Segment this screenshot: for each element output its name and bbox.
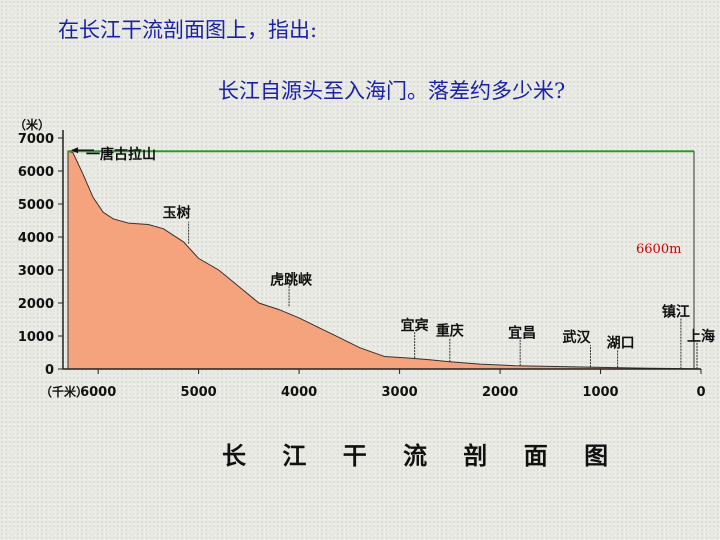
place-label: 玉树 <box>163 205 191 222</box>
question-line-1: 在长江干流剖面图上，指出: <box>58 18 318 42</box>
place-label: 湖口 <box>607 336 635 352</box>
x-tick-label: 4000 <box>281 385 317 400</box>
y-tick-label: 2000 <box>18 297 54 312</box>
place-label: 宜宾 <box>401 317 429 334</box>
x-ticks: 6000 5000 4000 3000 2000 1000 0 <box>80 369 706 400</box>
x-tick-label: 6000 <box>80 385 116 400</box>
profile-area <box>67 150 702 370</box>
place-label: 镇江 <box>662 304 690 321</box>
place-label: 一唐古拉山 <box>86 146 156 163</box>
x-axis-unit-label: （千米） <box>40 384 88 399</box>
x-tick-label: 1000 <box>582 385 618 400</box>
source-arrow-head <box>71 147 79 154</box>
place-label: 重庆 <box>436 323 464 340</box>
place-label: 宜昌 <box>508 325 536 342</box>
y-tick-label: 7000 <box>18 132 54 147</box>
y-tick-label: 1000 <box>18 330 54 345</box>
chart-title: 长 江 干 流 剖 面 图 <box>222 442 622 470</box>
x-tick-label: 0 <box>696 385 705 400</box>
x-tick-label: 3000 <box>381 385 417 400</box>
y-tick-label: 6000 <box>18 165 54 180</box>
y-ticks: 0 1000 2000 3000 4000 5000 6000 7000 <box>18 132 63 378</box>
place-label: 上海 <box>687 328 715 345</box>
place-label: 武汉 <box>562 329 591 346</box>
y-axis-unit-label: （米） <box>14 117 50 132</box>
y-tick-label: 0 <box>45 363 54 378</box>
y-tick-label: 3000 <box>18 264 54 279</box>
place-label: 虎跳峡 <box>270 271 313 288</box>
question-line-2: 长江自源头至入海门。落差约多少米? <box>218 79 566 103</box>
difference-label: 6600m <box>636 242 681 257</box>
y-tick-label: 5000 <box>18 198 54 213</box>
y-tick-label: 4000 <box>18 231 54 246</box>
x-tick-label: 2000 <box>482 385 518 400</box>
x-tick-label: 5000 <box>181 385 217 400</box>
